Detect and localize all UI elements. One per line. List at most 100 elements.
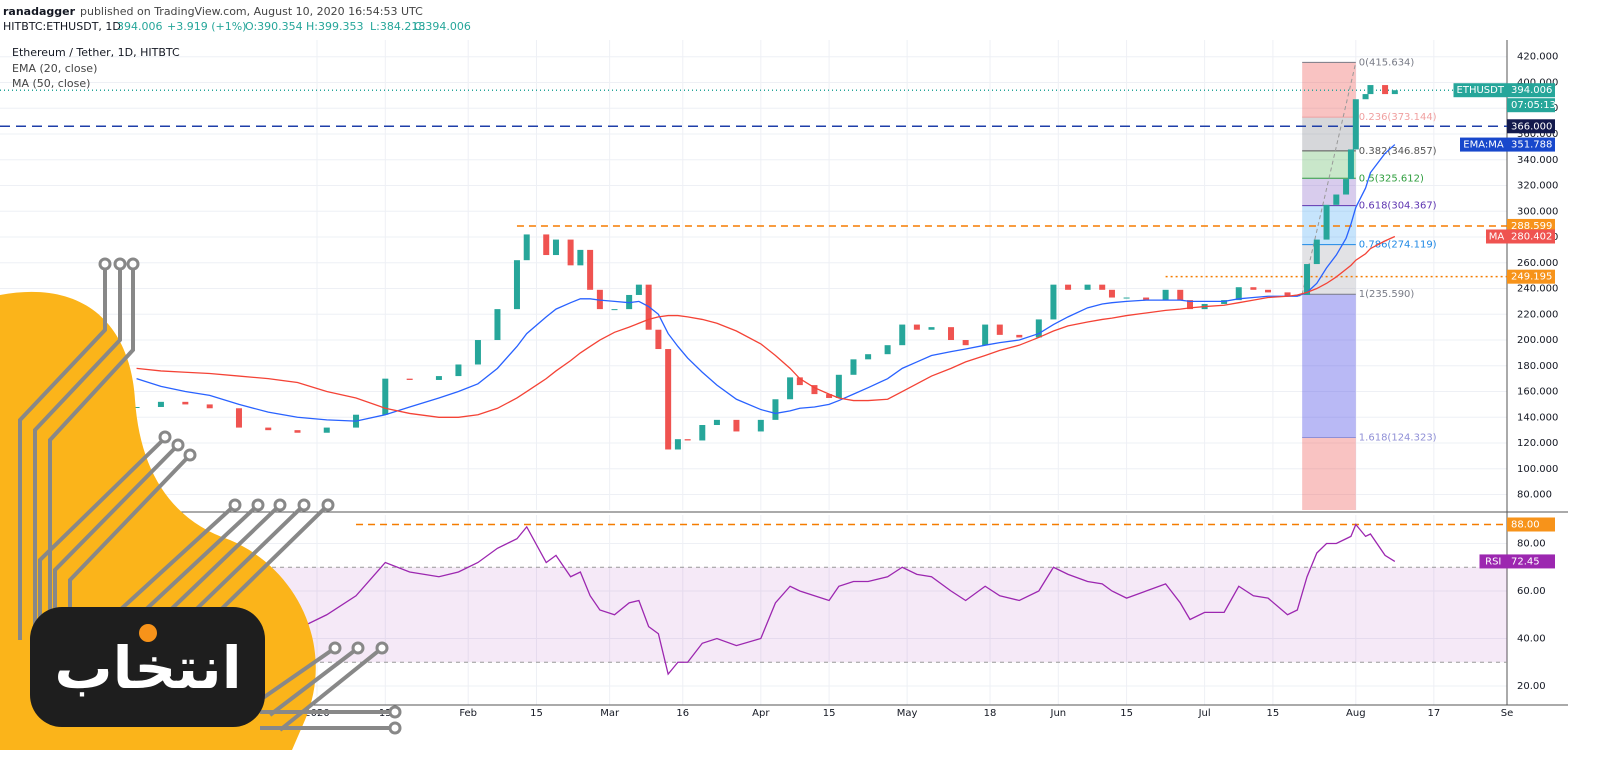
x-tick-label: 15 bbox=[1267, 708, 1280, 719]
fib-label: 1.618(124.323) bbox=[1359, 432, 1437, 443]
candle bbox=[1065, 284, 1072, 290]
candle bbox=[1362, 94, 1369, 100]
candle bbox=[182, 401, 189, 405]
candle bbox=[1186, 300, 1193, 310]
y-tick-label: 260.000 bbox=[1517, 258, 1558, 269]
price-badge-label: 280.402 bbox=[1511, 231, 1552, 242]
badge-name: ETHUSDT bbox=[1457, 85, 1505, 96]
series-line bbox=[136, 144, 1396, 422]
x-tick-label: Aug bbox=[1346, 708, 1366, 719]
y-tick-label: 120.000 bbox=[1517, 438, 1558, 449]
close: C:394.006 bbox=[414, 20, 471, 33]
y-tick-label: 80.000 bbox=[1517, 490, 1552, 501]
y-tick-label: 40.00 bbox=[1517, 634, 1546, 645]
candle bbox=[543, 234, 550, 256]
y-tick-label: 420.000 bbox=[1517, 52, 1558, 63]
candle bbox=[1084, 284, 1091, 290]
x-tick-label: Feb bbox=[459, 708, 477, 719]
logo: انتخاب bbox=[0, 257, 402, 750]
price-badge bbox=[1507, 83, 1555, 98]
published: published on TradingView.com, August 10,… bbox=[80, 5, 423, 18]
candle bbox=[474, 340, 481, 365]
candle bbox=[552, 239, 559, 256]
candle bbox=[323, 427, 330, 433]
x-tick-label: Jun bbox=[1050, 708, 1067, 719]
fibonacci: 0(415.634) 0.236(373.144) 0.382(346.857) 0.… bbox=[1301, 57, 1437, 510]
candle bbox=[567, 239, 574, 266]
candle bbox=[1235, 287, 1242, 301]
candle bbox=[1304, 264, 1311, 295]
candle bbox=[913, 324, 920, 330]
candle bbox=[133, 406, 140, 408]
price-badge bbox=[1507, 137, 1555, 152]
price-badge-label: 72.45 bbox=[1511, 556, 1540, 567]
legend-entry: EMA (20, close) bbox=[12, 62, 97, 75]
candle bbox=[1265, 289, 1272, 293]
price-badge-label: 394.006 bbox=[1511, 85, 1552, 96]
candle bbox=[655, 329, 662, 350]
candle bbox=[787, 377, 794, 400]
candle bbox=[577, 249, 584, 266]
x-tick-label: Apr bbox=[752, 708, 770, 719]
fib-zone bbox=[1302, 117, 1356, 151]
low: L:384.218 bbox=[370, 20, 425, 33]
candle bbox=[494, 309, 501, 341]
candle bbox=[1347, 149, 1354, 180]
candle bbox=[157, 401, 164, 407]
price-badge-label: 288.599 bbox=[1511, 221, 1552, 232]
fib-label: 0.382(346.857) bbox=[1359, 146, 1437, 157]
candle bbox=[811, 385, 818, 395]
candle bbox=[1333, 194, 1340, 205]
candle bbox=[982, 324, 989, 346]
header: ranadagger published on TradingView.com,… bbox=[3, 5, 471, 33]
price-badge-label: 351.788 bbox=[1511, 140, 1552, 151]
price-badge bbox=[1507, 554, 1555, 569]
x-tick-label: 15 bbox=[530, 708, 543, 719]
logo-badge bbox=[30, 607, 265, 727]
candle bbox=[382, 378, 389, 415]
timer-box bbox=[1507, 98, 1555, 113]
y-tick-label: 20.00 bbox=[1517, 681, 1546, 692]
badge-name-box bbox=[1453, 83, 1507, 98]
candle bbox=[611, 309, 618, 311]
series-line bbox=[136, 235, 1396, 418]
candle bbox=[1343, 179, 1350, 195]
candle bbox=[1284, 292, 1291, 297]
y-tick-label: 300.000 bbox=[1517, 206, 1558, 217]
candle bbox=[1352, 99, 1359, 150]
price-badge-label: 366.000 bbox=[1511, 121, 1552, 132]
candle bbox=[865, 354, 872, 360]
candle bbox=[435, 376, 442, 380]
price-badge-label: 88.00 bbox=[1511, 520, 1540, 531]
price-badge bbox=[1507, 517, 1555, 532]
y-tick-label: 100.000 bbox=[1517, 464, 1558, 475]
y-tick-label: 160.000 bbox=[1517, 387, 1558, 398]
candle bbox=[1162, 289, 1169, 301]
fib-label: 0.618(304.367) bbox=[1359, 201, 1437, 212]
candle bbox=[928, 327, 935, 330]
candle bbox=[235, 408, 242, 428]
y-tick-label: 180.000 bbox=[1517, 361, 1558, 372]
candle bbox=[850, 359, 857, 375]
candle bbox=[513, 260, 520, 310]
candle bbox=[826, 394, 833, 398]
candle bbox=[1099, 284, 1106, 290]
candle bbox=[455, 364, 462, 377]
fib-zone bbox=[1302, 244, 1356, 295]
fib-label: 1(235.590) bbox=[1359, 289, 1415, 300]
candle bbox=[962, 340, 969, 346]
open: O:390.354 bbox=[245, 20, 303, 33]
price-badge-label: 249.195 bbox=[1511, 272, 1552, 283]
y-tick-label: 220.000 bbox=[1517, 309, 1558, 320]
x-tick-label: 17 bbox=[1427, 708, 1440, 719]
candle bbox=[835, 374, 842, 398]
y-tick-label: 60.00 bbox=[1517, 586, 1546, 597]
x-tick-label: May bbox=[897, 708, 918, 719]
badge-name: MA bbox=[1489, 231, 1505, 242]
price-badge bbox=[1507, 269, 1555, 284]
candle bbox=[1323, 204, 1330, 240]
series-line bbox=[136, 523, 1396, 676]
change: +3.919 (+1%) bbox=[167, 20, 246, 33]
candle bbox=[733, 419, 740, 432]
fib-label: 0.786(274.119) bbox=[1359, 240, 1437, 251]
